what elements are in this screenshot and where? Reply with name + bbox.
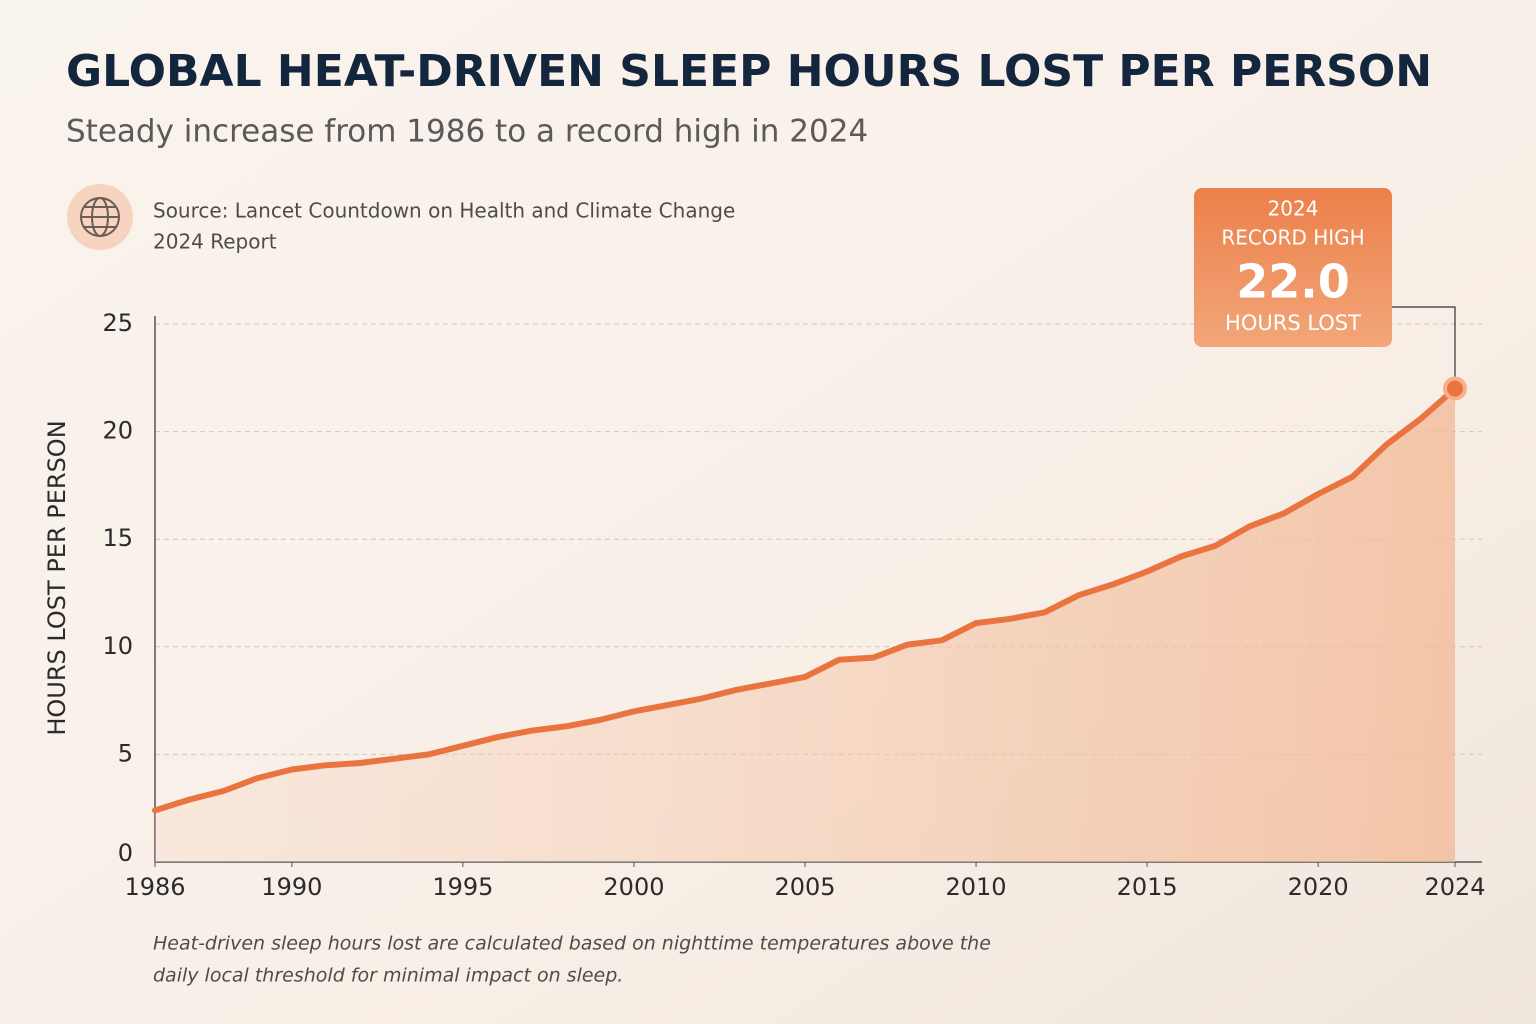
y-tick-label: 20 (102, 417, 133, 445)
x-tick-label: 2000 (603, 873, 664, 901)
source-text: Source: Lancet Countdown on Health and C… (153, 199, 735, 223)
annotation-text: HOURS LOST (1225, 311, 1361, 335)
footnote: Heat-driven sleep hours lost are calcula… (153, 933, 991, 955)
globe-icon (67, 184, 133, 250)
annotation-box (1194, 188, 1392, 347)
point (1443, 376, 1467, 401)
x-tick-label: 1990 (261, 873, 322, 901)
x-tick-label: 1995 (432, 873, 493, 901)
annotation-connector (1392, 306, 1456, 389)
line (152, 385, 1458, 814)
x-tick-label: 1986 (124, 873, 185, 901)
x-tick-label: 2015 (1117, 873, 1178, 901)
footnote: daily local threshold for minimal impact… (153, 965, 623, 987)
annotation-text: RECORD HIGH (1221, 226, 1364, 250)
title: GLOBAL HEAT-DRIVEN SLEEP HOURS LOST PER … (66, 46, 1432, 97)
y-tick-label: 0 (118, 839, 133, 867)
y-tick-label: 5 (118, 739, 133, 767)
y-tick-label: 10 (102, 632, 133, 660)
subtitle: Steady increase from 1986 to a record hi… (66, 114, 868, 150)
source-text: 2024 Report (153, 230, 277, 254)
x-tick-label: 2024 (1424, 873, 1485, 901)
y-tick-label: 15 (102, 524, 133, 552)
y-tick-label: 25 (102, 309, 133, 337)
x-tick-label: 2010 (946, 873, 1007, 901)
y-axis-label: HOURS LOST PER PERSON (43, 420, 71, 735)
x-tick-label: 2020 (1288, 873, 1349, 901)
x-tick-label: 2005 (774, 873, 835, 901)
annotation-value: 22.0 (1236, 255, 1350, 309)
annotation-text: 2024 (1268, 197, 1319, 221)
